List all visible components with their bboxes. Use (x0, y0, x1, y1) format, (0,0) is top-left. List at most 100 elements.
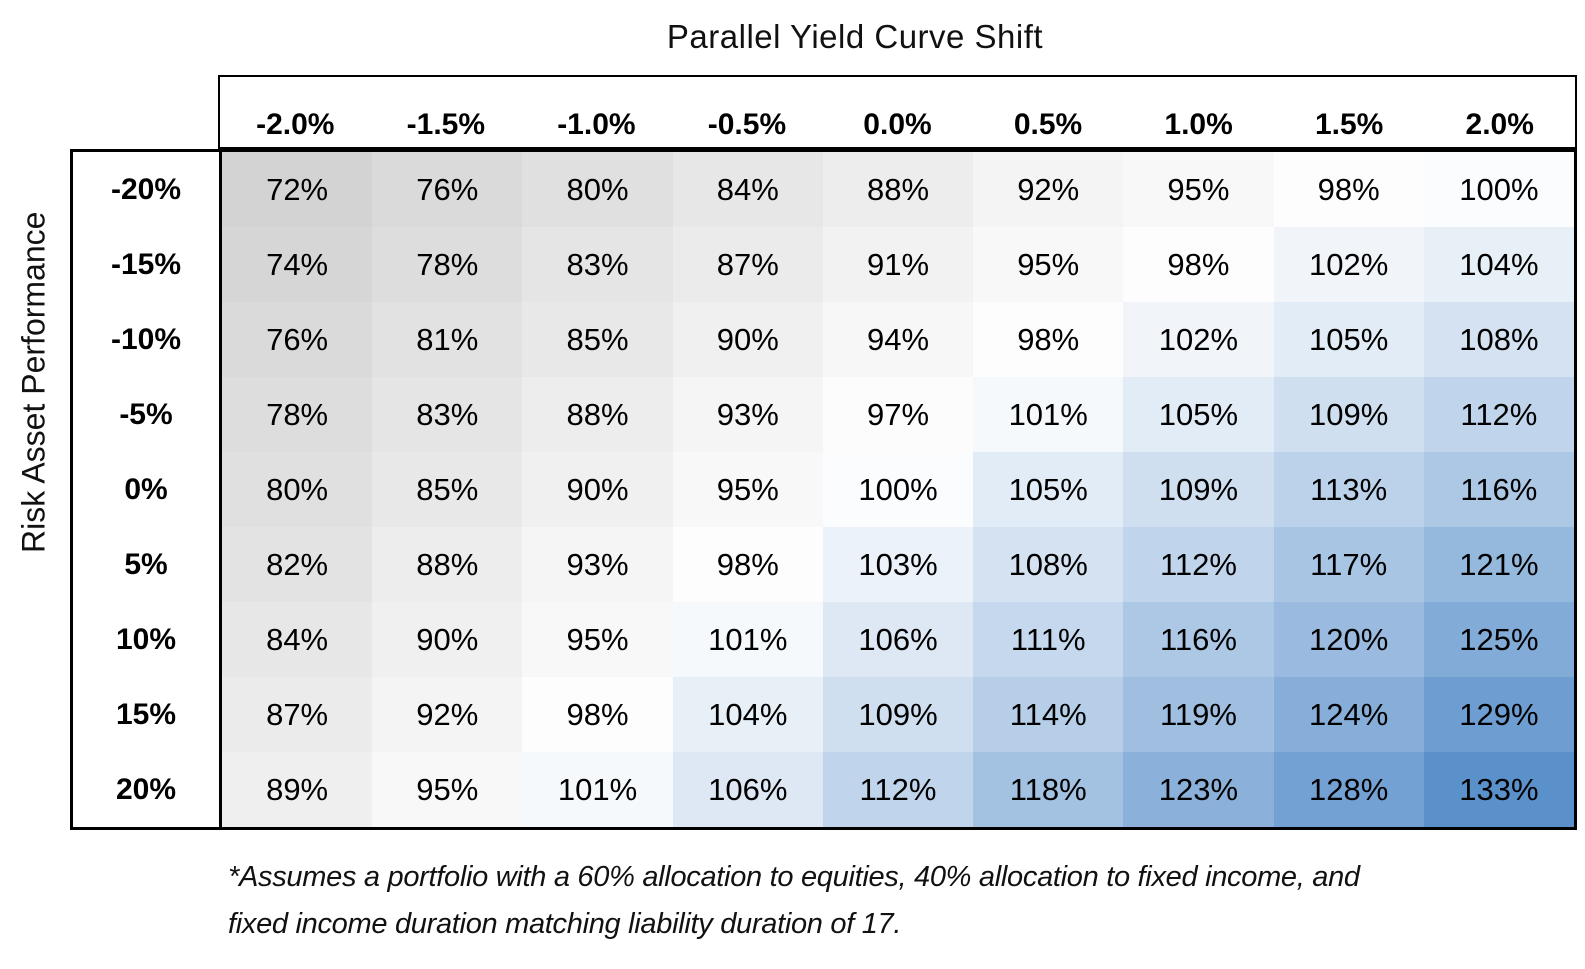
row-header: -5% (119, 397, 173, 431)
heatmap-cell: 88% (522, 377, 673, 452)
column-header: 1.0% (1164, 108, 1233, 141)
heatmap-cell: 113% (1273, 452, 1424, 527)
column-header: -0.5% (707, 108, 787, 141)
row-header: 10% (115, 622, 177, 656)
heatmap-cell: 84% (672, 152, 823, 227)
heatmap-cell: 74% (222, 227, 373, 302)
heatmap-cell: 101% (672, 602, 823, 677)
heatmap-cell: 116% (1123, 602, 1274, 677)
heatmap-cell: 98% (1273, 152, 1424, 227)
column-header: 0.0% (863, 108, 932, 141)
row-header: -15% (110, 247, 182, 281)
heatmap-cell: 128% (1273, 752, 1424, 827)
heatmap-cell: 112% (822, 752, 974, 827)
heatmap-cell: 112% (1123, 527, 1274, 602)
heatmap-cell: 102% (1273, 227, 1424, 302)
heatmap-cell: 95% (522, 602, 673, 677)
heatmap-cell: 84% (222, 602, 373, 677)
row-header: 20% (115, 772, 177, 806)
heatmap-cell: 80% (222, 452, 373, 527)
heatmap-cell: 108% (1423, 302, 1574, 377)
heatmap-cell: 76% (372, 152, 523, 227)
heatmap-cell: 92% (372, 677, 523, 752)
heatmap-cell: 97% (822, 377, 974, 452)
heatmap-cell: 93% (672, 377, 823, 452)
heatmap-cell: 90% (372, 602, 523, 677)
heatmap-cell: 119% (1123, 677, 1274, 752)
heatmap-cell: 81% (372, 302, 523, 377)
heatmap-cell: 98% (973, 302, 1124, 377)
heatmap-cell: 120% (1273, 602, 1424, 677)
heatmap-cell: 121% (1423, 527, 1574, 602)
heatmap-cell: 83% (372, 377, 523, 452)
heatmap-cell: 94% (822, 302, 974, 377)
heatmap-cell: 100% (822, 452, 974, 527)
heatmap-cell: 95% (973, 227, 1124, 302)
heatmap-cell: 105% (1273, 302, 1424, 377)
heatmap-cell: 112% (1423, 377, 1574, 452)
heatmap-cell: 101% (973, 377, 1124, 452)
heatmap-cell: 98% (672, 527, 823, 602)
column-header-row: -2.0% -1.5% -1.0% -0.5% 0.0% 0.5% 1.0% 1.5% 2.0% (218, 75, 1577, 149)
heatmap-cell: 114% (973, 677, 1124, 752)
heatmap-cell: 89% (222, 752, 373, 827)
heatmap-cell: 85% (372, 452, 523, 527)
heatmap-cell: 104% (1423, 227, 1574, 302)
heatmap-cell: 95% (372, 752, 523, 827)
heatmap-cell: 123% (1123, 752, 1274, 827)
row-header: -10% (110, 322, 182, 356)
heatmap-cell: 87% (672, 227, 823, 302)
heatmap-cell: 106% (822, 602, 974, 677)
heatmap-cell: 105% (973, 452, 1124, 527)
row-header: 0% (124, 472, 168, 506)
heatmap-cell: 101% (522, 752, 673, 827)
heatmap-cell: 109% (822, 677, 974, 752)
heatmap-cell: 124% (1273, 677, 1424, 752)
heatmap-cell: 106% (672, 752, 823, 827)
heatmap-cell: 116% (1423, 452, 1574, 527)
column-header: 0.5% (1013, 108, 1083, 141)
heatmap-cell: 85% (522, 302, 673, 377)
heatmap-cell: 118% (973, 752, 1124, 827)
heatmap-cell: 111% (973, 602, 1124, 677)
heatmap-cell: 108% (973, 527, 1124, 602)
chart-title: Parallel Yield Curve Shift (666, 18, 1044, 55)
heatmap-cell: 88% (372, 527, 523, 602)
column-header: -1.0% (557, 108, 636, 141)
heatmap-cell: 82% (222, 527, 373, 602)
heatmap-cell: 72% (222, 152, 373, 227)
heatmap-cell: 80% (522, 152, 673, 227)
y-axis-label: Risk Asset Performance (15, 211, 52, 554)
heatmap-cell: 98% (1123, 227, 1274, 302)
heatmap-cell: 125% (1423, 602, 1574, 677)
heatmap-cell: 78% (222, 377, 373, 452)
row-header: -20% (110, 172, 182, 206)
heatmap-cell: 92% (973, 152, 1124, 227)
footnote-line-1: *Assumes a portfolio with a 60% allocati… (228, 861, 1360, 893)
heatmap-cell: 102% (1123, 302, 1274, 377)
heatmap-cell: 83% (522, 227, 673, 302)
heatmap-cell: 88% (822, 152, 974, 227)
footnote-line-2: fixed income duration matching liability… (228, 908, 902, 940)
row-header-column: -20% -15% -10% -5% 0% 5% 10% 15% 20% (73, 152, 222, 827)
heatmap-cell: 103% (822, 527, 974, 602)
heatmap-cell: 100% (1423, 152, 1574, 227)
column-header: 1.5% (1314, 108, 1384, 141)
column-header: -1.5% (406, 108, 486, 141)
row-header: 5% (124, 547, 168, 581)
heatmap-cell: 98% (522, 677, 673, 752)
heatmap-cell: 104% (672, 677, 823, 752)
heatmap-grid: 72% 76% 80% 84% 88% 92% 95% 98% 100% 74% 78% 83% 87%… (222, 152, 1574, 827)
heatmap-cell: 109% (1273, 377, 1424, 452)
heatmap-cell: 109% (1123, 452, 1274, 527)
heatmap-cell: 117% (1273, 527, 1424, 602)
heatmap-cell: 78% (372, 227, 523, 302)
heatmap-cell: 105% (1123, 377, 1274, 452)
heatmap-cell: 133% (1423, 752, 1574, 827)
heatmap-table: -20% -15% -10% -5% 0% 5% 10% 15% 20% 72% 76% 80% 84… (70, 149, 1577, 830)
footnote: *Assumes a portfolio with a 60% allocati… (228, 854, 1558, 948)
column-header: -2.0% (256, 108, 335, 141)
heatmap-cell: 90% (672, 302, 823, 377)
heatmap-cell: 76% (222, 302, 373, 377)
heatmap-cell: 95% (1123, 152, 1274, 227)
